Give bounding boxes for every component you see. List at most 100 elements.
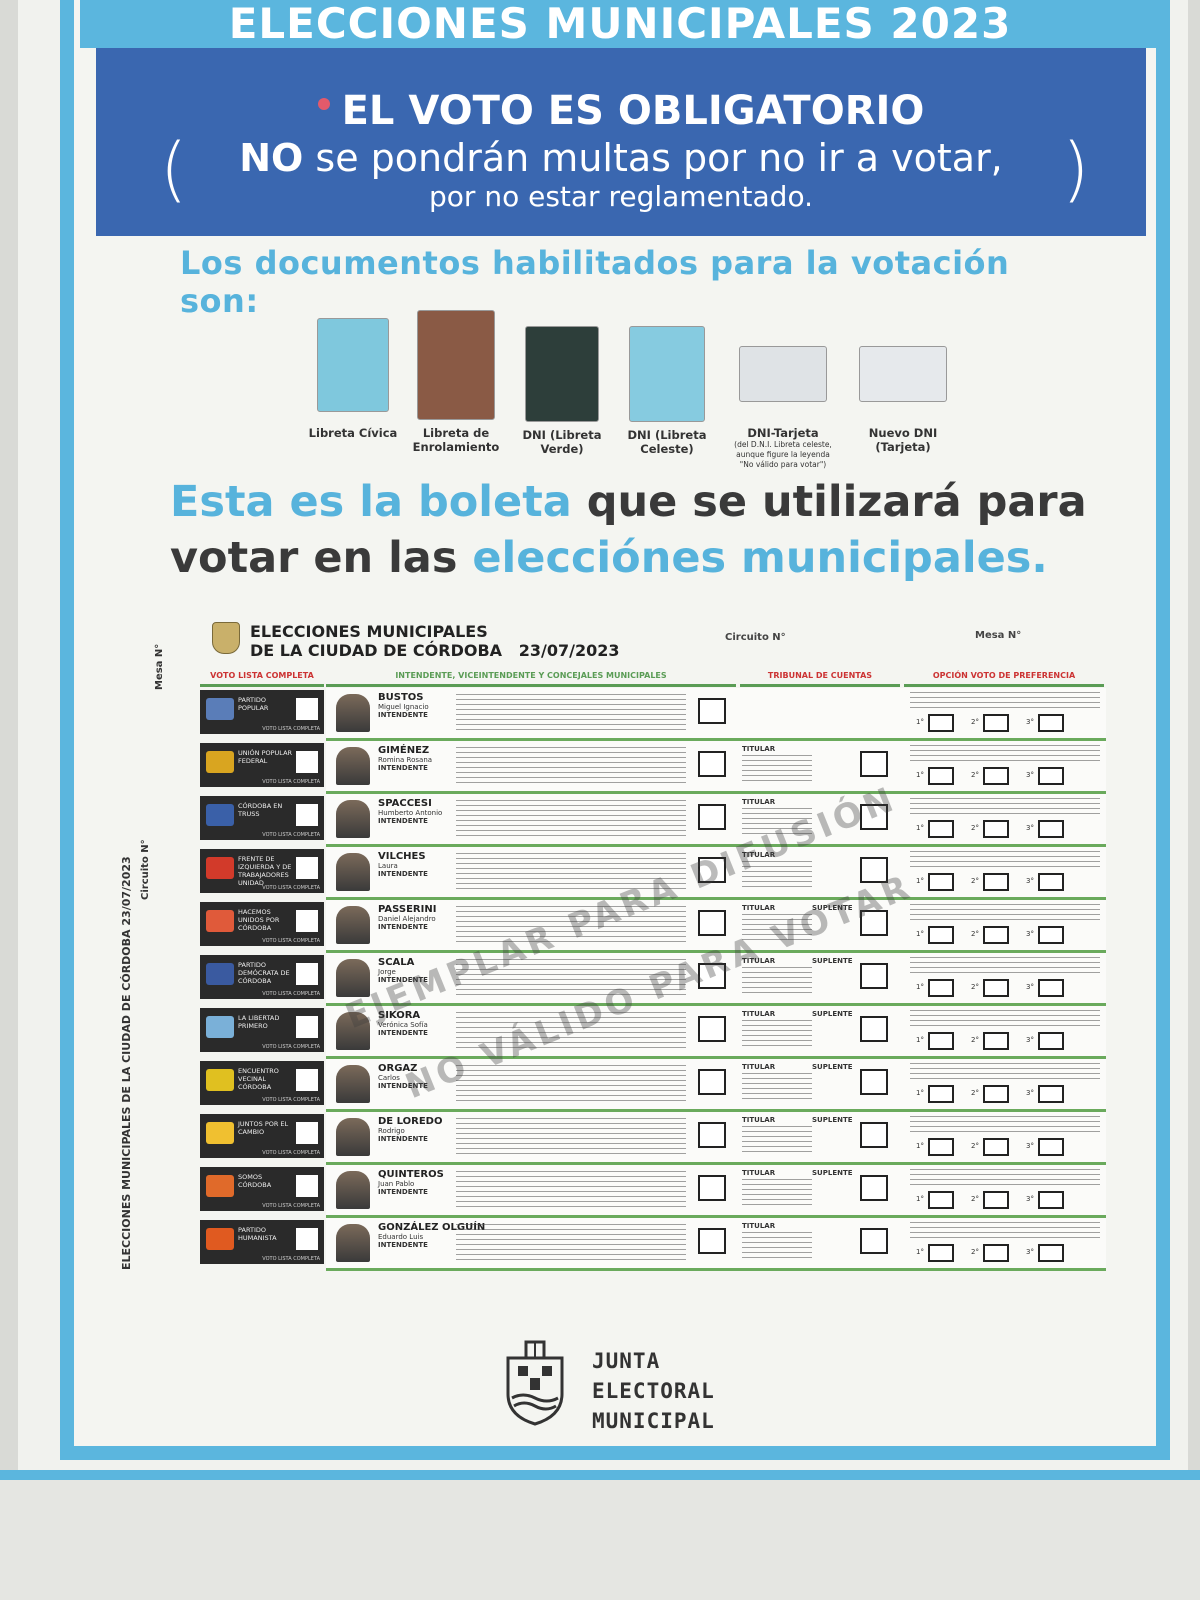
candidate-cell: GONZÁLEZ OLGUÍN Eduardo Luis INTENDENTE TIT…: [326, 1218, 1106, 1271]
col-intendente: INTENDENTE, VICEINTENDENTE Y CONCEJALES …: [326, 668, 736, 687]
document-item: DNI-Tarjeta (del D.N.I. Libreta celeste, …: [730, 346, 836, 470]
intendente-vote-box[interactable]: [698, 910, 726, 936]
candidate-photo: [336, 853, 370, 891]
candidate-first-name: Juan Pablo: [378, 1180, 414, 1188]
pref-box-3[interactable]: [1038, 714, 1064, 732]
pref-box-2[interactable]: [983, 926, 1009, 944]
side-circuito: Circuito N°: [140, 839, 151, 900]
pref-box-3[interactable]: [1038, 1032, 1064, 1050]
pref-box-3[interactable]: [1038, 1138, 1064, 1156]
tribunal-vote-box[interactable]: [860, 1016, 888, 1042]
candidate-first-name: Humberto Antonio: [378, 809, 442, 817]
vlc-label: VOTO LISTA COMPLETA: [262, 1150, 320, 1156]
pref-instructions: [910, 1063, 1100, 1079]
vlc-box[interactable]: [296, 857, 318, 879]
party-name: PARTIDO HUMANISTA: [238, 1226, 294, 1242]
pref-box-2[interactable]: [983, 979, 1009, 997]
vlc-label: VOTO LISTA COMPLETA: [262, 1044, 320, 1050]
intendente-vote-box[interactable]: [698, 1228, 726, 1254]
party-block: PARTIDO POPULAR VOTO LISTA COMPLETA: [200, 690, 324, 734]
intendente-vote-box[interactable]: [698, 1122, 726, 1148]
pref-box-3[interactable]: [1038, 873, 1064, 891]
pref-box-1[interactable]: [928, 873, 954, 891]
vlc-box[interactable]: [296, 1175, 318, 1197]
intendente-vote-box[interactable]: [698, 1016, 726, 1042]
pref-box-2[interactable]: [983, 767, 1009, 785]
pref-label: 3°: [1026, 1036, 1034, 1044]
newspaper-bottom: [0, 1470, 1200, 1600]
tribunal-vote-box[interactable]: [860, 1228, 888, 1254]
tribunal-vote-box[interactable]: [860, 1069, 888, 1095]
vlc-box[interactable]: [296, 910, 318, 932]
pref-box-3[interactable]: [1038, 926, 1064, 944]
pref-box-2[interactable]: [983, 820, 1009, 838]
ballot-row: PARTIDO POPULAR VOTO LISTA COMPLETA BUSTOS…: [200, 688, 1108, 738]
pref-box-2[interactable]: [983, 1244, 1009, 1262]
intendente-vote-box[interactable]: [698, 804, 726, 830]
tribunal-vote-box[interactable]: [860, 963, 888, 989]
vlc-box[interactable]: [296, 963, 318, 985]
pref-box-2[interactable]: [983, 873, 1009, 891]
tribunal-vote-box[interactable]: [860, 751, 888, 777]
vlc-label: VOTO LISTA COMPLETA: [262, 832, 320, 838]
vlc-box[interactable]: [296, 1069, 318, 1091]
pref-box-1[interactable]: [928, 1085, 954, 1103]
pref-box-1[interactable]: [928, 1138, 954, 1156]
pref-box-3[interactable]: [1038, 1191, 1064, 1209]
pref-box-1[interactable]: [928, 1244, 954, 1262]
tribunal-suplente: SUPLENTE: [812, 1116, 853, 1124]
pref-box-2[interactable]: [983, 1032, 1009, 1050]
candidate-first-name: Eduardo Luis: [378, 1233, 423, 1241]
vlc-box[interactable]: [296, 698, 318, 720]
candidate-cell: GIMÉNEZ Romina Rosana INTENDENTE TITULAR 1° 2…: [326, 741, 1106, 794]
vlc-box[interactable]: [296, 804, 318, 826]
intendente-vote-box[interactable]: [698, 1069, 726, 1095]
document-item: Libreta de Enrolamiento: [408, 310, 504, 454]
pref-box-3[interactable]: [1038, 1085, 1064, 1103]
tribunal-vote-box[interactable]: [860, 1122, 888, 1148]
pref-box-1[interactable]: [928, 979, 954, 997]
pref-box-1[interactable]: [928, 1191, 954, 1209]
document-note: (del D.N.I. Libreta celeste, aunque figu…: [730, 440, 836, 470]
pref-label: 1°: [916, 824, 924, 832]
intendente-vote-box[interactable]: [698, 751, 726, 777]
vlc-box[interactable]: [296, 1016, 318, 1038]
intendente-vote-box[interactable]: [698, 698, 726, 724]
document-image: [629, 326, 705, 422]
pref-box-3[interactable]: [1038, 979, 1064, 997]
pref-box-1[interactable]: [928, 926, 954, 944]
pref-box-3[interactable]: [1038, 820, 1064, 838]
pref-instructions: [910, 851, 1100, 867]
party-logo-icon: [206, 1228, 234, 1250]
pref-box-3[interactable]: [1038, 1244, 1064, 1262]
pref-box-2[interactable]: [983, 1191, 1009, 1209]
party-block: PARTIDO HUMANISTA VOTO LISTA COMPLETA: [200, 1220, 324, 1264]
pref-box-3[interactable]: [1038, 767, 1064, 785]
mesa-label: Mesa N°: [975, 630, 1021, 641]
tribunal-vote-box[interactable]: [860, 1175, 888, 1201]
party-logo-icon: [206, 910, 234, 932]
pref-instructions: [910, 798, 1100, 814]
pref-box-1[interactable]: [928, 714, 954, 732]
vlc-box[interactable]: [296, 1122, 318, 1144]
intendente-vote-box[interactable]: [698, 1175, 726, 1201]
pref-label: 3°: [1026, 771, 1034, 779]
pref-label: 1°: [916, 1195, 924, 1203]
candidate-surname: GIMÉNEZ: [378, 745, 429, 756]
pref-box-1[interactable]: [928, 767, 954, 785]
pref-box-2[interactable]: [983, 1138, 1009, 1156]
candidate-photo: [336, 1065, 370, 1103]
party-block: SOMOS CÓRDOBA VOTO LISTA COMPLETA: [200, 1167, 324, 1211]
col-preferencia: OPCIÓN VOTO DE PREFERENCIA: [904, 668, 1104, 687]
pref-box-2[interactable]: [983, 714, 1009, 732]
pref-label: 3°: [1026, 1248, 1034, 1256]
side-mesa: Mesa N°: [154, 644, 165, 690]
vlc-box[interactable]: [296, 751, 318, 773]
tribunal-suplente: SUPLENTE: [812, 1169, 853, 1177]
concejales-list: [456, 800, 686, 838]
vlc-box[interactable]: [296, 1228, 318, 1250]
pref-box-1[interactable]: [928, 820, 954, 838]
pref-box-1[interactable]: [928, 1032, 954, 1050]
pref-box-2[interactable]: [983, 1085, 1009, 1103]
col-tribunal: TRIBUNAL DE CUENTAS: [740, 668, 900, 687]
